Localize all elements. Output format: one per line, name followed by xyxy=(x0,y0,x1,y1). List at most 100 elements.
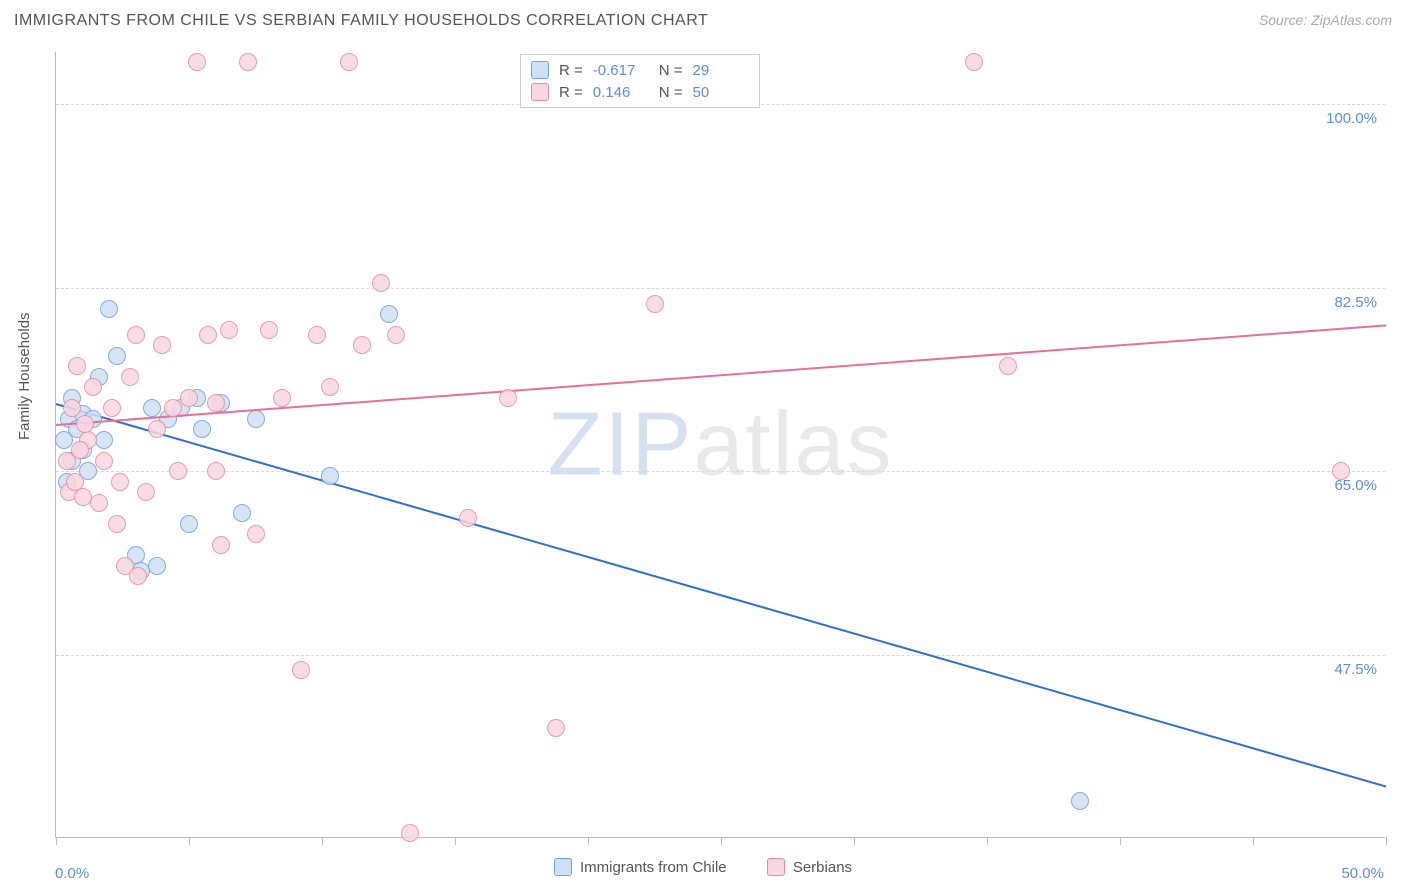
n-label: N = xyxy=(659,62,683,79)
n-value-chile: 29 xyxy=(693,62,749,79)
legend-row-serbians: R = 0.146 N = 50 xyxy=(531,81,749,103)
data-point-chile xyxy=(247,410,265,428)
data-point-serbians xyxy=(239,53,257,71)
legend-label-chile: Immigrants from Chile xyxy=(580,859,727,876)
data-point-chile xyxy=(95,431,113,449)
y-grid-label: 82.5% xyxy=(1334,294,1377,311)
data-point-serbians xyxy=(321,378,339,396)
data-point-serbians xyxy=(273,389,291,407)
data-point-serbians xyxy=(121,368,139,386)
series-legend: Immigrants from Chile Serbians xyxy=(0,858,1406,880)
data-point-serbians xyxy=(260,321,278,339)
x-tick xyxy=(854,837,855,845)
data-point-chile xyxy=(1071,792,1089,810)
data-point-serbians xyxy=(247,525,265,543)
data-point-serbians xyxy=(999,357,1017,375)
data-point-serbians xyxy=(340,53,358,71)
data-point-serbians xyxy=(108,515,126,533)
legend-item-serbians: Serbians xyxy=(767,858,852,876)
data-point-serbians xyxy=(646,295,664,313)
data-point-serbians xyxy=(76,415,94,433)
source-label: Source: xyxy=(1259,12,1307,28)
x-tick xyxy=(189,837,190,845)
data-point-serbians xyxy=(372,274,390,292)
gridline xyxy=(56,288,1385,289)
data-point-serbians xyxy=(207,394,225,412)
data-point-serbians xyxy=(148,420,166,438)
data-point-serbians xyxy=(292,661,310,679)
data-point-serbians xyxy=(137,483,155,501)
r-label: R = xyxy=(559,62,583,79)
data-point-serbians xyxy=(169,462,187,480)
x-tick xyxy=(1120,837,1121,845)
data-point-serbians xyxy=(127,326,145,344)
data-point-serbians xyxy=(199,326,217,344)
data-point-chile xyxy=(180,515,198,533)
data-point-chile xyxy=(193,420,211,438)
data-point-serbians xyxy=(1332,462,1350,480)
plot-box: ZIPatlas 100.0%82.5%65.0%47.5% xyxy=(55,52,1385,838)
data-point-serbians xyxy=(499,389,517,407)
x-tick xyxy=(455,837,456,845)
y-grid-label: 100.0% xyxy=(1326,110,1377,127)
x-tick xyxy=(322,837,323,845)
r-label: R = xyxy=(559,84,583,101)
trendline-serbians xyxy=(56,324,1386,426)
data-point-chile xyxy=(108,347,126,365)
data-point-serbians xyxy=(459,509,477,527)
x-tick xyxy=(721,837,722,845)
data-point-serbians xyxy=(353,336,371,354)
data-point-chile xyxy=(233,504,251,522)
data-point-serbians xyxy=(220,321,238,339)
trendline-chile xyxy=(56,403,1387,787)
data-point-serbians xyxy=(71,441,89,459)
data-point-chile xyxy=(380,305,398,323)
data-point-serbians xyxy=(401,824,419,842)
x-axis-max-label: 50.0% xyxy=(1341,865,1384,882)
watermark-part2: atlas xyxy=(693,394,893,494)
x-tick xyxy=(987,837,988,845)
data-point-serbians xyxy=(547,719,565,737)
data-point-serbians xyxy=(387,326,405,344)
data-point-serbians xyxy=(188,53,206,71)
data-point-chile xyxy=(100,300,118,318)
x-tick xyxy=(1386,837,1387,845)
data-point-chile xyxy=(148,557,166,575)
data-point-serbians xyxy=(207,462,225,480)
legend-label-serbians: Serbians xyxy=(793,859,852,876)
watermark: ZIPatlas xyxy=(547,393,893,496)
source-value: ZipAtlas.com xyxy=(1311,12,1392,28)
watermark-part1: ZIP xyxy=(547,394,693,494)
data-point-serbians xyxy=(965,53,983,71)
gridline xyxy=(56,655,1385,656)
data-point-serbians xyxy=(90,494,108,512)
data-point-serbians xyxy=(63,399,81,417)
y-axis-label: Family Households xyxy=(16,312,33,440)
r-value-serbians: 0.146 xyxy=(593,84,649,101)
r-value-chile: -0.617 xyxy=(593,62,649,79)
chart-title: IMMIGRANTS FROM CHILE VS SERBIAN FAMILY … xyxy=(14,12,708,29)
swatch-serbians xyxy=(767,858,785,876)
correlation-legend: R = -0.617 N = 29 R = 0.146 N = 50 xyxy=(520,54,760,108)
data-point-chile xyxy=(321,467,339,485)
data-point-serbians xyxy=(153,336,171,354)
n-value-serbians: 50 xyxy=(693,84,749,101)
data-point-serbians xyxy=(111,473,129,491)
x-tick xyxy=(56,837,57,845)
data-point-serbians xyxy=(180,389,198,407)
data-point-chile xyxy=(143,399,161,417)
data-point-serbians xyxy=(84,378,102,396)
x-tick xyxy=(588,837,589,845)
data-point-serbians xyxy=(68,357,86,375)
swatch-chile xyxy=(554,858,572,876)
source-attribution: Source: ZipAtlas.com xyxy=(1259,12,1392,28)
n-label: N = xyxy=(659,84,683,101)
data-point-serbians xyxy=(95,452,113,470)
legend-row-chile: R = -0.617 N = 29 xyxy=(531,59,749,81)
data-point-serbians xyxy=(103,399,121,417)
chart-plot-area: ZIPatlas 100.0%82.5%65.0%47.5% xyxy=(55,52,1385,838)
x-tick xyxy=(1253,837,1254,845)
gridline xyxy=(56,471,1385,472)
x-axis-min-label: 0.0% xyxy=(55,865,89,882)
y-grid-label: 47.5% xyxy=(1334,661,1377,678)
